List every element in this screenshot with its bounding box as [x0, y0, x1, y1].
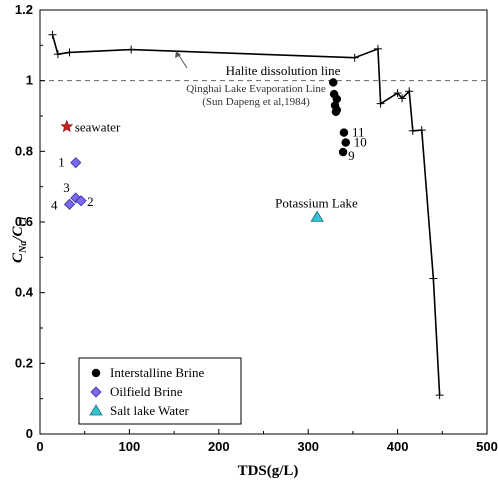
- y-tick-label: 0.2: [15, 355, 33, 370]
- interstalline-brine-point: [341, 138, 350, 147]
- y-tick-label: 0.6: [15, 214, 33, 229]
- y-tick-label: 1.2: [15, 2, 33, 17]
- legend-marker: [90, 386, 102, 398]
- x-tick-label: 200: [208, 439, 230, 454]
- x-tick-label: 0: [36, 439, 43, 454]
- seawater-label: seawater: [75, 120, 121, 135]
- y-tick-label: 1: [26, 73, 33, 88]
- x-axis-ticks: 0 100 200 300 400 500: [36, 429, 498, 454]
- legend: Interstalline Brine Oilfield Brine Salt la…: [78, 357, 242, 425]
- salt-lake-water-point-label: Potassium Lake: [275, 195, 358, 210]
- evaporation-arrow: [177, 53, 188, 69]
- x-axis-title: TDS(g/L): [238, 463, 299, 479]
- y-axis-title: CNa/CCl: [10, 217, 29, 263]
- x-tick-label: 500: [476, 439, 498, 454]
- y-tick-label: 0.4: [15, 285, 34, 300]
- y-axis-ticks: 0 0.2 0.4 0.6 0.8 1 1.2: [15, 2, 45, 441]
- interstalline-brine-point: [339, 128, 349, 137]
- seawater-star: [60, 119, 74, 133]
- legend-marker: [89, 404, 103, 416]
- oilfield-brine-point: [63, 198, 76, 210]
- halite-line-label: Halite dissolution line: [226, 63, 341, 78]
- y-axis-title-na: Na: [18, 241, 29, 254]
- oilfield-brine-point: [75, 195, 87, 207]
- oilfield-brine-point-label: 2: [87, 194, 94, 209]
- x-tick-label: 300: [297, 439, 319, 454]
- salt-lake-water-point: [310, 210, 324, 222]
- evaporation-line-label-2: (Sun Dapeng et al,1984): [202, 96, 310, 108]
- legend-entry-label: Salt lake Water: [110, 403, 190, 418]
- y-axis-title-slash: /C: [10, 226, 26, 242]
- y-axis-title-c: C: [10, 252, 26, 263]
- evaporation-line-label-1: Qinghai Lake Evaporation Line: [186, 83, 326, 95]
- x-tick-label: 400: [387, 439, 409, 454]
- x-tick-label: 100: [119, 439, 141, 454]
- oilfield-brine-point-label: 4: [51, 197, 58, 212]
- oilfield-brine-point-label: 1: [58, 155, 65, 170]
- legend-entry-label: Oilfield Brine: [110, 384, 183, 399]
- interstalline-brine-point-label: 10: [354, 135, 367, 150]
- interstalline-brine-point: [328, 78, 338, 87]
- interstalline-brine-point: [331, 107, 341, 117]
- interstalline-brine-point-label: 9: [348, 148, 355, 163]
- legend-box: [78, 357, 242, 425]
- legend-marker: [91, 368, 101, 378]
- y-tick-label: 0.8: [15, 143, 33, 158]
- y-tick-label: 0: [26, 426, 33, 441]
- evaporation-arrowhead: [175, 51, 181, 58]
- interstalline-brine-point-label: 11: [352, 125, 365, 140]
- y-axis-title-cl: Cl: [18, 217, 29, 227]
- legend-entry-label: Interstalline Brine: [110, 365, 204, 380]
- oilfield-brine-point-label: 3: [63, 180, 70, 195]
- interstalline-brine-point: [338, 147, 348, 157]
- oilfield-brine-point: [70, 157, 82, 169]
